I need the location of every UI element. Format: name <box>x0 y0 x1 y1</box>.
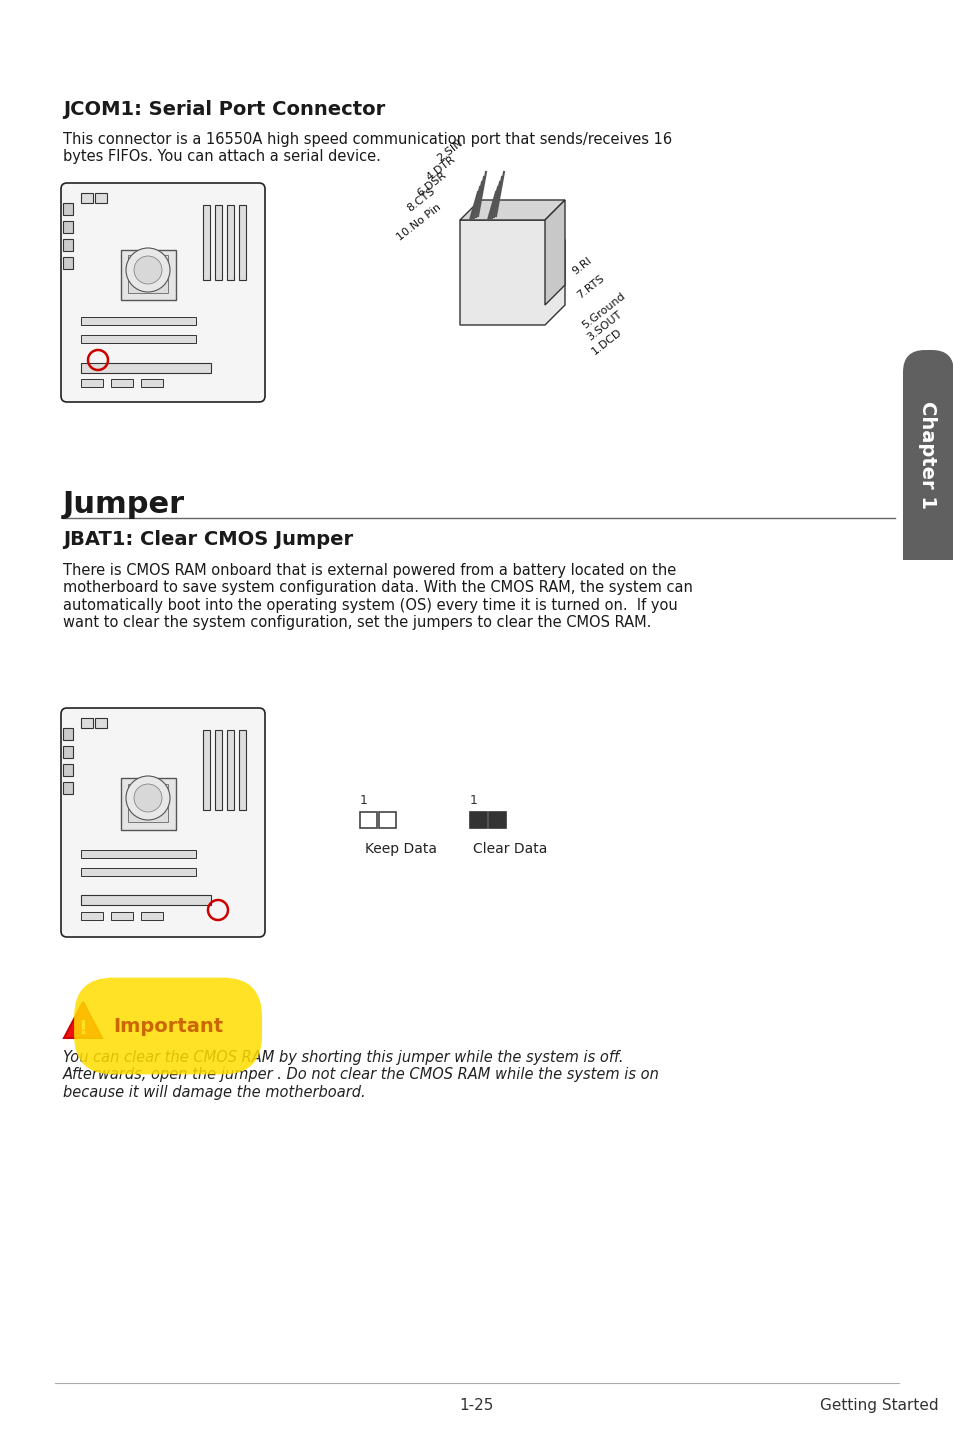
Bar <box>121 251 175 299</box>
Text: 3.SOUT: 3.SOUT <box>584 309 623 342</box>
Text: Jumper: Jumper <box>63 490 185 518</box>
Bar <box>111 912 132 919</box>
Text: 1: 1 <box>359 793 368 808</box>
Bar <box>63 765 73 776</box>
Bar <box>470 812 486 828</box>
Text: 5.Ground: 5.Ground <box>579 291 626 331</box>
Bar <box>63 746 73 758</box>
Bar <box>81 717 92 727</box>
Bar <box>141 912 163 919</box>
Text: There is CMOS RAM onboard that is external powered from a battery located on the: There is CMOS RAM onboard that is extern… <box>63 563 692 630</box>
Circle shape <box>126 776 170 821</box>
Bar <box>63 256 73 269</box>
Bar <box>111 379 132 387</box>
Bar <box>63 727 73 740</box>
Bar <box>81 362 211 372</box>
Text: 10.No Pin: 10.No Pin <box>395 202 442 242</box>
Bar <box>227 730 233 811</box>
Bar <box>63 239 73 251</box>
Bar <box>227 205 233 281</box>
Text: 4.DTR: 4.DTR <box>424 155 457 183</box>
Polygon shape <box>459 200 564 221</box>
Bar <box>902 538 953 560</box>
Bar <box>81 895 211 905</box>
Bar <box>63 221 73 233</box>
Bar <box>128 783 168 822</box>
Text: !: ! <box>78 1018 88 1038</box>
FancyBboxPatch shape <box>902 349 953 560</box>
Polygon shape <box>544 200 564 305</box>
Text: 2.SIN: 2.SIN <box>435 137 464 165</box>
Bar <box>489 812 505 828</box>
Bar <box>128 255 168 294</box>
Polygon shape <box>459 221 564 325</box>
Text: 1-25: 1-25 <box>459 1398 494 1413</box>
Bar <box>95 717 107 727</box>
Bar <box>81 316 195 325</box>
Text: Keep Data: Keep Data <box>365 842 436 856</box>
Text: You can clear the CMOS RAM by shorting this jumper while the system is off.
Afte: You can clear the CMOS RAM by shorting t… <box>63 1050 659 1100</box>
Text: 8.CTS: 8.CTS <box>405 186 436 213</box>
Circle shape <box>126 248 170 292</box>
Bar <box>141 379 163 387</box>
Text: Clear Data: Clear Data <box>473 842 547 856</box>
Bar <box>203 730 210 811</box>
Circle shape <box>133 783 162 812</box>
Bar <box>239 730 246 811</box>
FancyBboxPatch shape <box>61 183 265 402</box>
Circle shape <box>133 256 162 284</box>
Bar <box>95 193 107 203</box>
Text: Getting Started: Getting Started <box>820 1398 938 1413</box>
Polygon shape <box>64 1002 102 1038</box>
Bar <box>203 205 210 281</box>
Text: Important: Important <box>112 1017 223 1035</box>
Bar <box>63 782 73 793</box>
Bar <box>81 868 195 876</box>
Text: 1.DCD: 1.DCD <box>589 326 623 357</box>
Text: 6.DSR: 6.DSR <box>415 170 448 199</box>
FancyBboxPatch shape <box>61 707 265 937</box>
Text: This connector is a 16550A high speed communication port that sends/receives 16
: This connector is a 16550A high speed co… <box>63 132 672 165</box>
Text: 9.RI: 9.RI <box>569 255 593 276</box>
Bar <box>81 193 92 203</box>
Bar <box>359 812 376 828</box>
Bar <box>81 851 195 858</box>
Bar <box>63 203 73 215</box>
Text: 1: 1 <box>470 793 477 808</box>
Bar <box>214 205 222 281</box>
Text: JCOM1: Serial Port Connector: JCOM1: Serial Port Connector <box>63 100 385 119</box>
Bar <box>81 912 103 919</box>
Bar <box>81 379 103 387</box>
Bar <box>121 778 175 831</box>
Bar <box>239 205 246 281</box>
Bar <box>214 730 222 811</box>
Text: Chapter 1: Chapter 1 <box>918 401 937 508</box>
Bar <box>81 335 195 344</box>
Text: JBAT1: Clear CMOS Jumper: JBAT1: Clear CMOS Jumper <box>63 530 353 548</box>
Bar <box>378 812 395 828</box>
Text: 7.RTS: 7.RTS <box>575 274 605 301</box>
